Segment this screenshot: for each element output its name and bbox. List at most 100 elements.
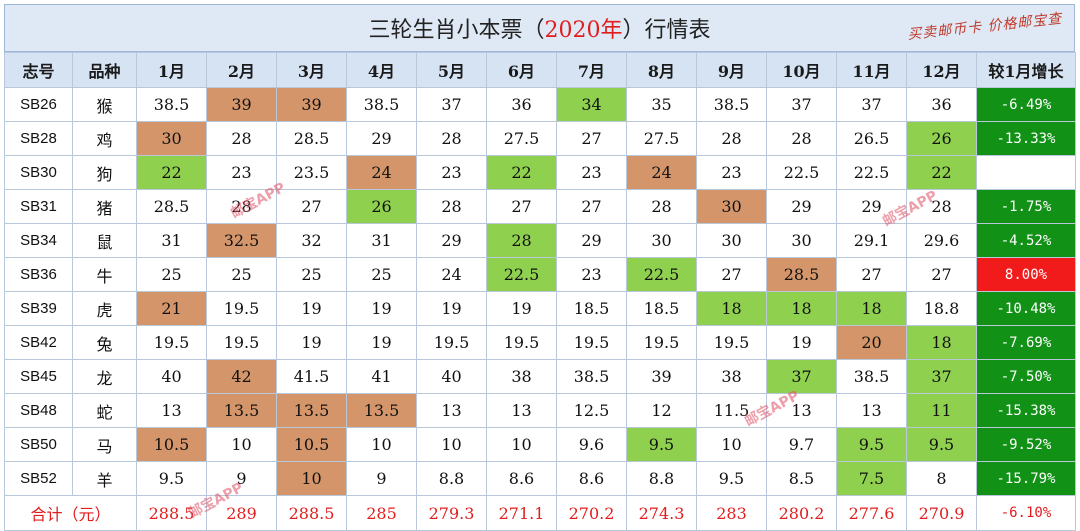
growth-cell: -7.69% bbox=[976, 325, 1076, 360]
price-cell: 40 bbox=[416, 359, 487, 394]
price-cell: 26 bbox=[906, 121, 977, 156]
price-cell: 18 bbox=[696, 291, 767, 326]
column-header: 较1月增长 bbox=[976, 52, 1076, 88]
price-cell: 24 bbox=[346, 155, 417, 190]
price-cell: 23.5 bbox=[276, 155, 347, 190]
column-header: 4月 bbox=[346, 52, 417, 88]
stamp-code-cell: SB42 bbox=[4, 325, 73, 360]
column-header: 志号 bbox=[4, 52, 73, 88]
price-cell: 21 bbox=[136, 291, 207, 326]
price-cell: 19 bbox=[486, 291, 557, 326]
price-cell: 19.5 bbox=[206, 325, 277, 360]
price-cell: 9 bbox=[346, 461, 417, 496]
price-cell: 12 bbox=[626, 393, 697, 428]
growth-cell bbox=[976, 155, 1076, 190]
price-cell: 36 bbox=[906, 87, 977, 122]
zodiac-cell: 蛇 bbox=[72, 393, 137, 428]
growth-cell: -4.52% bbox=[976, 223, 1076, 258]
price-cell: 26.5 bbox=[836, 121, 907, 156]
price-cell: 30 bbox=[766, 223, 837, 258]
price-cell: 22 bbox=[486, 155, 557, 190]
price-cell: 10 bbox=[416, 427, 487, 462]
price-cell: 27 bbox=[486, 189, 557, 224]
zodiac-cell: 马 bbox=[72, 427, 137, 462]
price-cell: 7.5 bbox=[836, 461, 907, 496]
growth-cell: -15.38% bbox=[976, 393, 1076, 428]
total-cell: 285 bbox=[346, 495, 417, 531]
table-row: SB36 牛 25 25 25 25 24 22.5 23 22.5 27 28.5 27 27 8.00% bbox=[4, 257, 1076, 292]
total-row: 合计（元） 288.5 289 288.5 285 279.3 271.1 270.2 274.… bbox=[4, 495, 1076, 531]
price-cell: 23 bbox=[416, 155, 487, 190]
column-header: 9月 bbox=[696, 52, 767, 88]
price-cell: 29 bbox=[556, 223, 627, 258]
total-cell: 289 bbox=[206, 495, 277, 531]
column-header: 2月 bbox=[206, 52, 277, 88]
price-cell: 13 bbox=[486, 393, 557, 428]
growth-cell: -9.52% bbox=[976, 427, 1076, 462]
price-cell: 25 bbox=[136, 257, 207, 292]
growth-cell: -1.75% bbox=[976, 189, 1076, 224]
price-cell: 8.6 bbox=[486, 461, 557, 496]
price-cell: 9.5 bbox=[906, 427, 977, 462]
table-row: SB42 兔 19.5 19.5 19 19 19.5 19.5 19.5 19.5 19.5 19 2… bbox=[4, 325, 1076, 360]
price-cell: 30 bbox=[696, 189, 767, 224]
price-cell: 19 bbox=[766, 325, 837, 360]
price-cell: 37 bbox=[836, 87, 907, 122]
zodiac-cell: 牛 bbox=[72, 257, 137, 292]
total-growth-cell: -6.10% bbox=[976, 495, 1076, 531]
price-cell: 32.5 bbox=[206, 223, 277, 258]
price-cell: 25 bbox=[206, 257, 277, 292]
price-cell: 19.5 bbox=[556, 325, 627, 360]
total-label: 合计（元） bbox=[4, 495, 137, 531]
price-cell: 12.5 bbox=[556, 393, 627, 428]
price-cell: 28 bbox=[626, 189, 697, 224]
column-header: 品种 bbox=[72, 52, 137, 88]
price-cell: 27 bbox=[556, 121, 627, 156]
price-cell: 38.5 bbox=[556, 359, 627, 394]
price-cell: 28 bbox=[416, 189, 487, 224]
price-cell: 22.5 bbox=[626, 257, 697, 292]
price-cell: 23 bbox=[696, 155, 767, 190]
total-cell: 277.6 bbox=[836, 495, 907, 531]
price-cell: 9.5 bbox=[836, 427, 907, 462]
stamp-code-cell: SB52 bbox=[4, 461, 73, 496]
price-cell: 13.5 bbox=[346, 393, 417, 428]
price-cell: 18.5 bbox=[626, 291, 697, 326]
price-cell: 19.5 bbox=[206, 291, 277, 326]
zodiac-cell: 龙 bbox=[72, 359, 137, 394]
price-cell: 13 bbox=[136, 393, 207, 428]
price-cell: 27 bbox=[906, 257, 977, 292]
price-cell: 9.6 bbox=[556, 427, 627, 462]
price-cell: 22.5 bbox=[766, 155, 837, 190]
price-cell: 18 bbox=[906, 325, 977, 360]
price-cell: 18.5 bbox=[556, 291, 627, 326]
total-cell: 288.5 bbox=[136, 495, 207, 531]
growth-cell: -10.48% bbox=[976, 291, 1076, 326]
price-cell: 27 bbox=[696, 257, 767, 292]
price-cell: 9.5 bbox=[626, 427, 697, 462]
price-cell: 10 bbox=[486, 427, 557, 462]
price-cell: 18 bbox=[766, 291, 837, 326]
price-cell: 10.5 bbox=[276, 427, 347, 462]
price-cell: 27 bbox=[556, 189, 627, 224]
price-cell: 38.5 bbox=[696, 87, 767, 122]
column-header: 5月 bbox=[416, 52, 487, 88]
zodiac-cell: 虎 bbox=[72, 291, 137, 326]
column-header: 10月 bbox=[766, 52, 837, 88]
price-cell: 29 bbox=[766, 189, 837, 224]
total-cell: 274.3 bbox=[626, 495, 697, 531]
zodiac-cell: 兔 bbox=[72, 325, 137, 360]
price-cell: 28 bbox=[486, 223, 557, 258]
price-cell: 19 bbox=[276, 291, 347, 326]
price-cell: 29.1 bbox=[836, 223, 907, 258]
total-cell: 271.1 bbox=[486, 495, 557, 531]
stamp-code-cell: SB48 bbox=[4, 393, 73, 428]
price-cell: 9.7 bbox=[766, 427, 837, 462]
table-row: SB34 鼠 31 32.5 32 31 29 28 29 30 30 30 29.1 29.6 -4.52… bbox=[4, 223, 1076, 258]
price-cell: 22 bbox=[906, 155, 977, 190]
price-cell: 13.5 bbox=[206, 393, 277, 428]
price-cell: 24 bbox=[416, 257, 487, 292]
price-cell: 8.8 bbox=[626, 461, 697, 496]
price-cell: 38 bbox=[696, 359, 767, 394]
title-year: 2020年 bbox=[544, 18, 623, 43]
